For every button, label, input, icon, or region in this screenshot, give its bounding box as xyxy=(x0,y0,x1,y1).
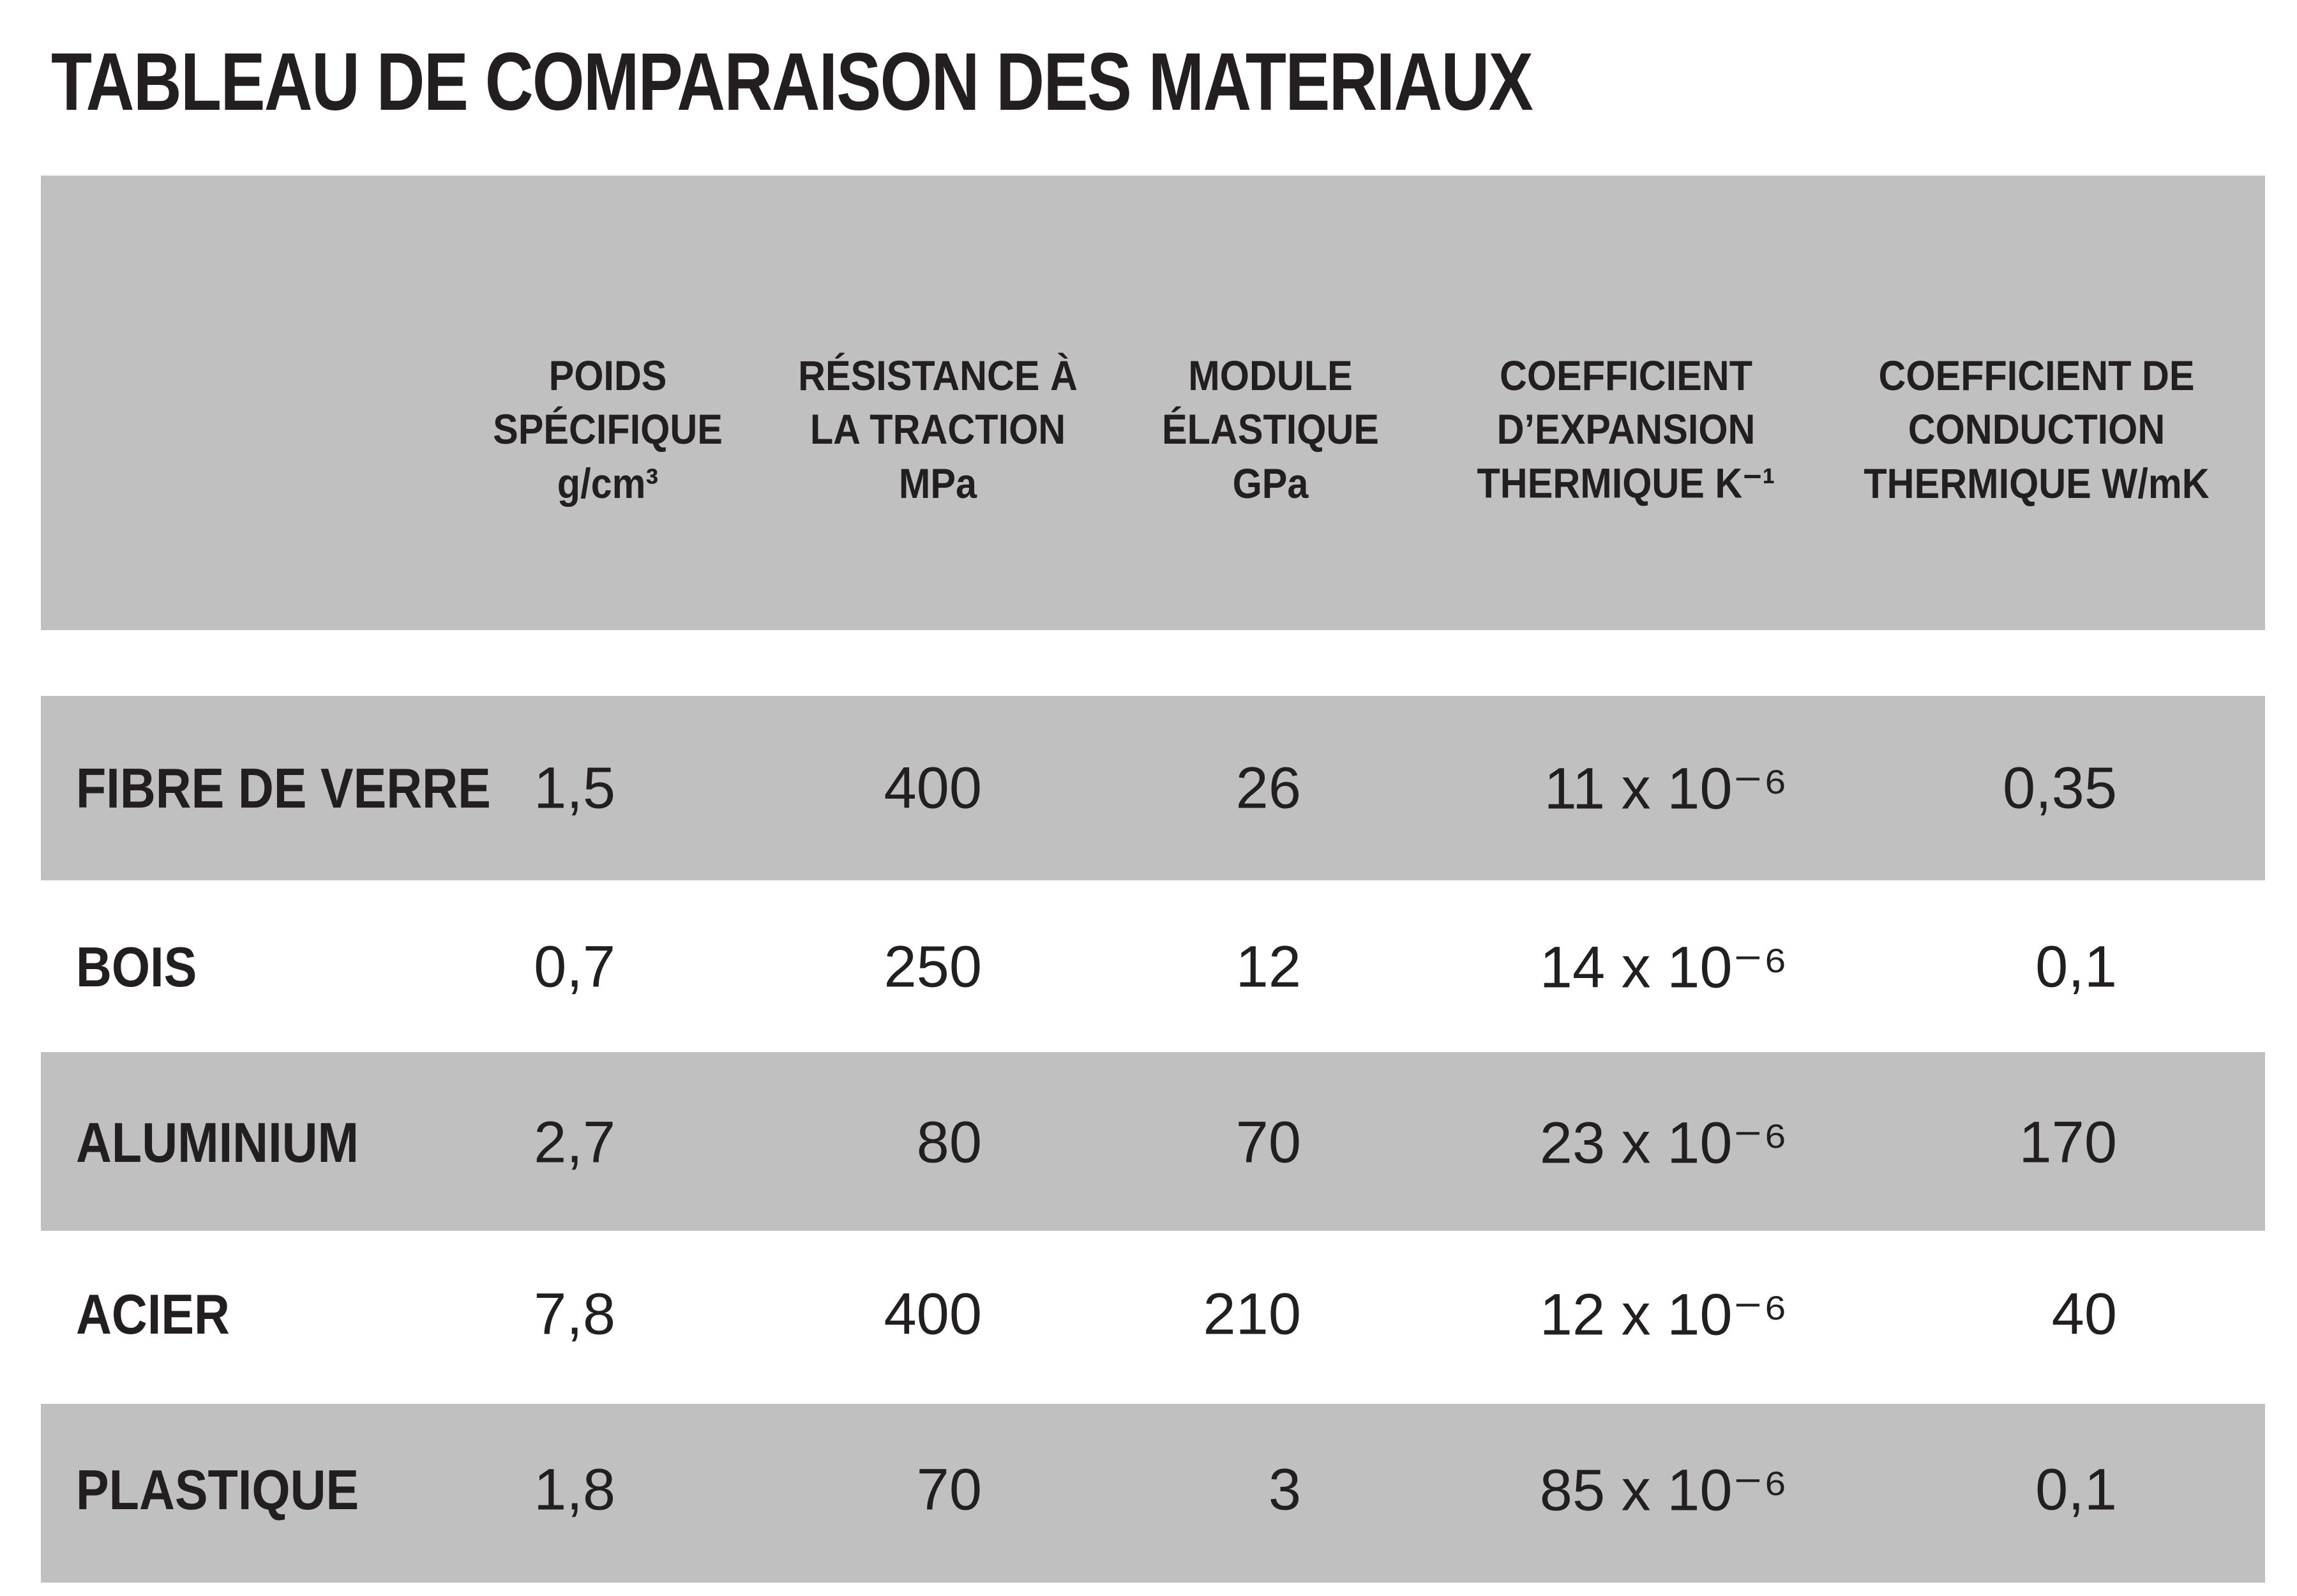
cell-value: 40 xyxy=(2051,1281,2117,1347)
cell-value: 1,5 xyxy=(534,755,615,821)
cell-value: 14 x 10⁻⁶ xyxy=(1539,935,1788,1000)
cell-value: 170 xyxy=(2019,1110,2118,1175)
header-cell: RÉSISTANCE À xyxy=(798,352,1078,399)
cell-value: 0,35 xyxy=(2002,755,2117,821)
header-cell: ÉLASTIQUE xyxy=(1162,405,1379,453)
row-label: PLASTIQUE xyxy=(76,1458,359,1521)
row-band xyxy=(41,1404,2265,1583)
row-band xyxy=(41,1052,2265,1231)
cell-value: 0,7 xyxy=(534,934,615,1000)
row-label: ACIER xyxy=(76,1283,230,1346)
row-label: FIBRE DE VERRE xyxy=(76,757,491,820)
cell-value: 3 xyxy=(1268,1457,1301,1523)
cell-value: 210 xyxy=(1203,1281,1302,1347)
cell-value: 250 xyxy=(884,934,983,1000)
cell-value: 26 xyxy=(1235,755,1301,821)
cell-value: 70 xyxy=(1235,1110,1301,1175)
header-cell: THERMIQUE K⁻¹ xyxy=(1477,459,1775,507)
title: TABLEAU DE COMPARAISON DES MATERIAUX xyxy=(51,36,1533,128)
header-cell: MODULE xyxy=(1188,352,1353,399)
row-band xyxy=(41,696,2265,880)
cell-value: 23 x 10⁻⁶ xyxy=(1539,1110,1788,1176)
header-cell: POIDS xyxy=(548,352,667,399)
header-cell: SPÉCIFIQUE xyxy=(493,405,723,453)
cell-value: 0,1 xyxy=(2035,1457,2117,1523)
row-label: ALUMINIUM xyxy=(76,1111,359,1174)
header-cell: D’EXPANSION xyxy=(1496,405,1756,453)
cell-value: 400 xyxy=(884,755,983,821)
header-cell: CONDUCTION xyxy=(1908,405,2165,453)
header-cell: COEFFICIENT xyxy=(1500,352,1752,399)
cell-value: 400 xyxy=(884,1281,983,1347)
cell-value: 70 xyxy=(916,1457,982,1523)
cell-value: 12 x 10⁻⁶ xyxy=(1539,1282,1788,1348)
header-band xyxy=(41,176,2265,630)
cell-value: 2,7 xyxy=(534,1110,615,1175)
header-cell: LA TRACTION xyxy=(810,405,1066,453)
cell-value: 80 xyxy=(916,1110,982,1175)
cell-value: 11 x 10⁻⁶ xyxy=(1544,756,1788,822)
header-cell: g/cm³ xyxy=(557,460,659,507)
header-cell: GPa xyxy=(1232,460,1309,507)
header-cell: COEFFICIENT DE xyxy=(1878,352,2195,399)
cell-value: 1,8 xyxy=(534,1457,615,1523)
header-cell: THERMIQUE W/mK xyxy=(1864,460,2210,507)
cell-value: 85 x 10⁻⁶ xyxy=(1539,1457,1788,1523)
cell-value: 12 xyxy=(1235,934,1301,1000)
cell-value: 0,1 xyxy=(2035,934,2117,1000)
row-label: BOIS xyxy=(76,935,197,998)
header-cell: MPa xyxy=(898,460,977,507)
cell-value: 7,8 xyxy=(534,1281,615,1347)
